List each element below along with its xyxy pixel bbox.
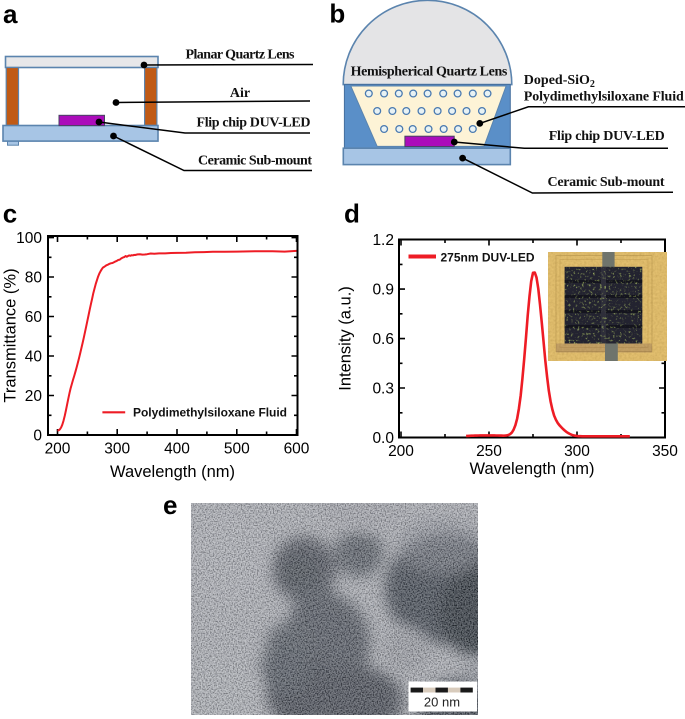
svg-text:0.0: 0.0 — [372, 430, 394, 447]
svg-text:250: 250 — [476, 443, 502, 460]
svg-text:Doped-SiO2: Doped-SiO2 — [524, 73, 595, 90]
svg-text:400: 400 — [164, 441, 190, 458]
svg-text:300: 300 — [564, 443, 590, 460]
svg-text:100: 100 — [16, 230, 42, 247]
svg-text:200: 200 — [388, 443, 414, 460]
svg-text:600: 600 — [284, 441, 310, 458]
svg-text:300: 300 — [104, 441, 130, 458]
svg-text:20: 20 — [25, 388, 43, 405]
svg-text:500: 500 — [224, 441, 250, 458]
svg-text:40: 40 — [25, 349, 43, 366]
svg-text:Polydimethylsiloxane Fluid: Polydimethylsiloxane Fluid — [133, 406, 287, 420]
svg-text:Air: Air — [230, 86, 250, 101]
svg-text:60: 60 — [25, 309, 43, 326]
svg-text:200: 200 — [45, 441, 71, 458]
svg-text:20 nm: 20 nm — [424, 695, 460, 710]
svg-text:Transmittance (%): Transmittance (%) — [2, 268, 20, 402]
svg-text:c: c — [3, 199, 17, 229]
svg-text:Wavelength (nm): Wavelength (nm) — [469, 460, 594, 478]
svg-text:a: a — [3, 0, 18, 29]
svg-text:Flip chip DUV-LED: Flip chip DUV-LED — [197, 116, 311, 131]
svg-text:0.9: 0.9 — [372, 282, 394, 299]
svg-text:275nm DUV-LED: 275nm DUV-LED — [441, 251, 535, 265]
svg-text:Ceramic Sub-mount: Ceramic Sub-mount — [548, 175, 665, 190]
svg-text:80: 80 — [25, 270, 43, 287]
svg-text:0.6: 0.6 — [372, 331, 394, 348]
svg-text:0: 0 — [33, 428, 42, 445]
svg-text:b: b — [329, 0, 345, 29]
svg-text:0.3: 0.3 — [372, 381, 394, 398]
svg-text:Wavelength (nm): Wavelength (nm) — [110, 463, 235, 481]
svg-text:Polydimethylsiloxane Fluid: Polydimethylsiloxane Fluid — [524, 90, 684, 105]
svg-text:350: 350 — [652, 443, 678, 460]
svg-text:Planar Quartz Lens: Planar Quartz Lens — [186, 48, 296, 63]
svg-text:1.2: 1.2 — [372, 232, 394, 249]
svg-text:Ceramic Sub-mount: Ceramic Sub-mount — [198, 154, 312, 169]
svg-text:Intensity (a.u.): Intensity (a.u.) — [337, 286, 355, 391]
svg-text:Hemispherical Quartz Lens: Hemispherical Quartz Lens — [351, 65, 508, 80]
svg-text:d: d — [344, 199, 360, 229]
svg-text:e: e — [163, 490, 177, 520]
svg-text:Flip chip DUV-LED: Flip chip DUV-LED — [549, 129, 665, 144]
